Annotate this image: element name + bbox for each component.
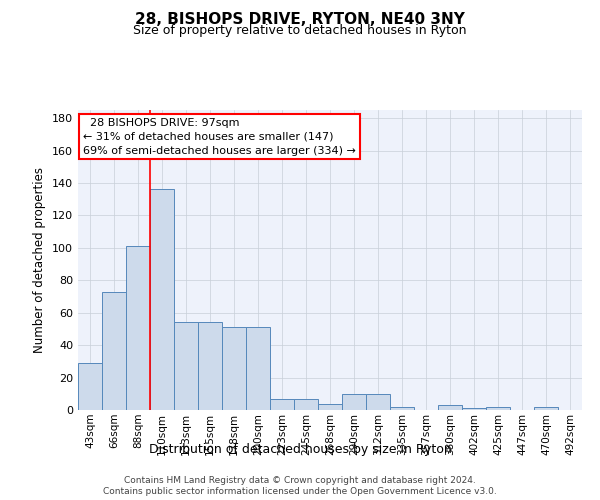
Bar: [318, 404, 342, 410]
Bar: [174, 322, 198, 410]
Text: Size of property relative to detached houses in Ryton: Size of property relative to detached ho…: [133, 24, 467, 37]
Bar: [342, 394, 366, 410]
Bar: [438, 405, 462, 410]
Bar: [462, 408, 486, 410]
Bar: [270, 398, 294, 410]
Bar: [366, 394, 390, 410]
Bar: [102, 292, 126, 410]
Text: Contains public sector information licensed under the Open Government Licence v3: Contains public sector information licen…: [103, 488, 497, 496]
Bar: [222, 328, 246, 410]
Bar: [534, 407, 558, 410]
Bar: [390, 407, 414, 410]
Bar: [198, 322, 222, 410]
Y-axis label: Number of detached properties: Number of detached properties: [34, 167, 46, 353]
Text: Distribution of detached houses by size in Ryton: Distribution of detached houses by size …: [149, 442, 451, 456]
Bar: [294, 398, 318, 410]
Bar: [246, 328, 270, 410]
Bar: [150, 190, 174, 410]
Text: 28, BISHOPS DRIVE, RYTON, NE40 3NY: 28, BISHOPS DRIVE, RYTON, NE40 3NY: [135, 12, 465, 28]
Text: Contains HM Land Registry data © Crown copyright and database right 2024.: Contains HM Land Registry data © Crown c…: [124, 476, 476, 485]
Bar: [78, 363, 102, 410]
Text: 28 BISHOPS DRIVE: 97sqm
← 31% of detached houses are smaller (147)
69% of semi-d: 28 BISHOPS DRIVE: 97sqm ← 31% of detache…: [83, 118, 356, 156]
Bar: [486, 407, 510, 410]
Bar: [126, 246, 150, 410]
